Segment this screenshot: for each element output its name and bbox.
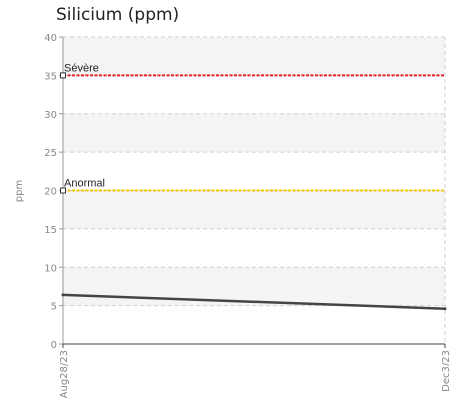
y-tick-label: 40 [44,33,57,44]
y-tick-label: 20 [44,187,57,198]
y-tick-label: 30 [44,110,57,121]
background-band [63,190,445,229]
data-point [443,307,447,311]
y-tick-label: 10 [44,263,57,274]
x-axis-ticks: Aug28/23 Dec3/23 [59,344,449,398]
chart-title: Silicium (ppm) [56,5,180,25]
y-tick-label: 5 [51,302,57,313]
background-band [63,113,445,153]
y-tick-label: 35 [44,71,57,82]
series-line [62,293,446,310]
background-band [63,37,445,76]
y-tick-label: 0 [51,340,57,351]
x-tick-label: Aug28/23 [59,350,70,398]
y-axis-label: ppm [14,180,25,202]
threshold-label: Anormal [64,178,105,190]
threshold-lines: Sévère Anormal [60,62,445,194]
y-tick-label: 15 [44,225,57,236]
background-band [63,267,445,306]
threshold-marker [60,72,66,79]
data-point [61,293,65,297]
y-tick-label: 25 [44,148,57,159]
x-tick-label: Dec3/23 [441,350,449,392]
threshold-marker [60,187,66,194]
data-series [61,293,447,311]
background-bands [63,37,445,306]
threshold-label: Sévère [64,62,99,74]
